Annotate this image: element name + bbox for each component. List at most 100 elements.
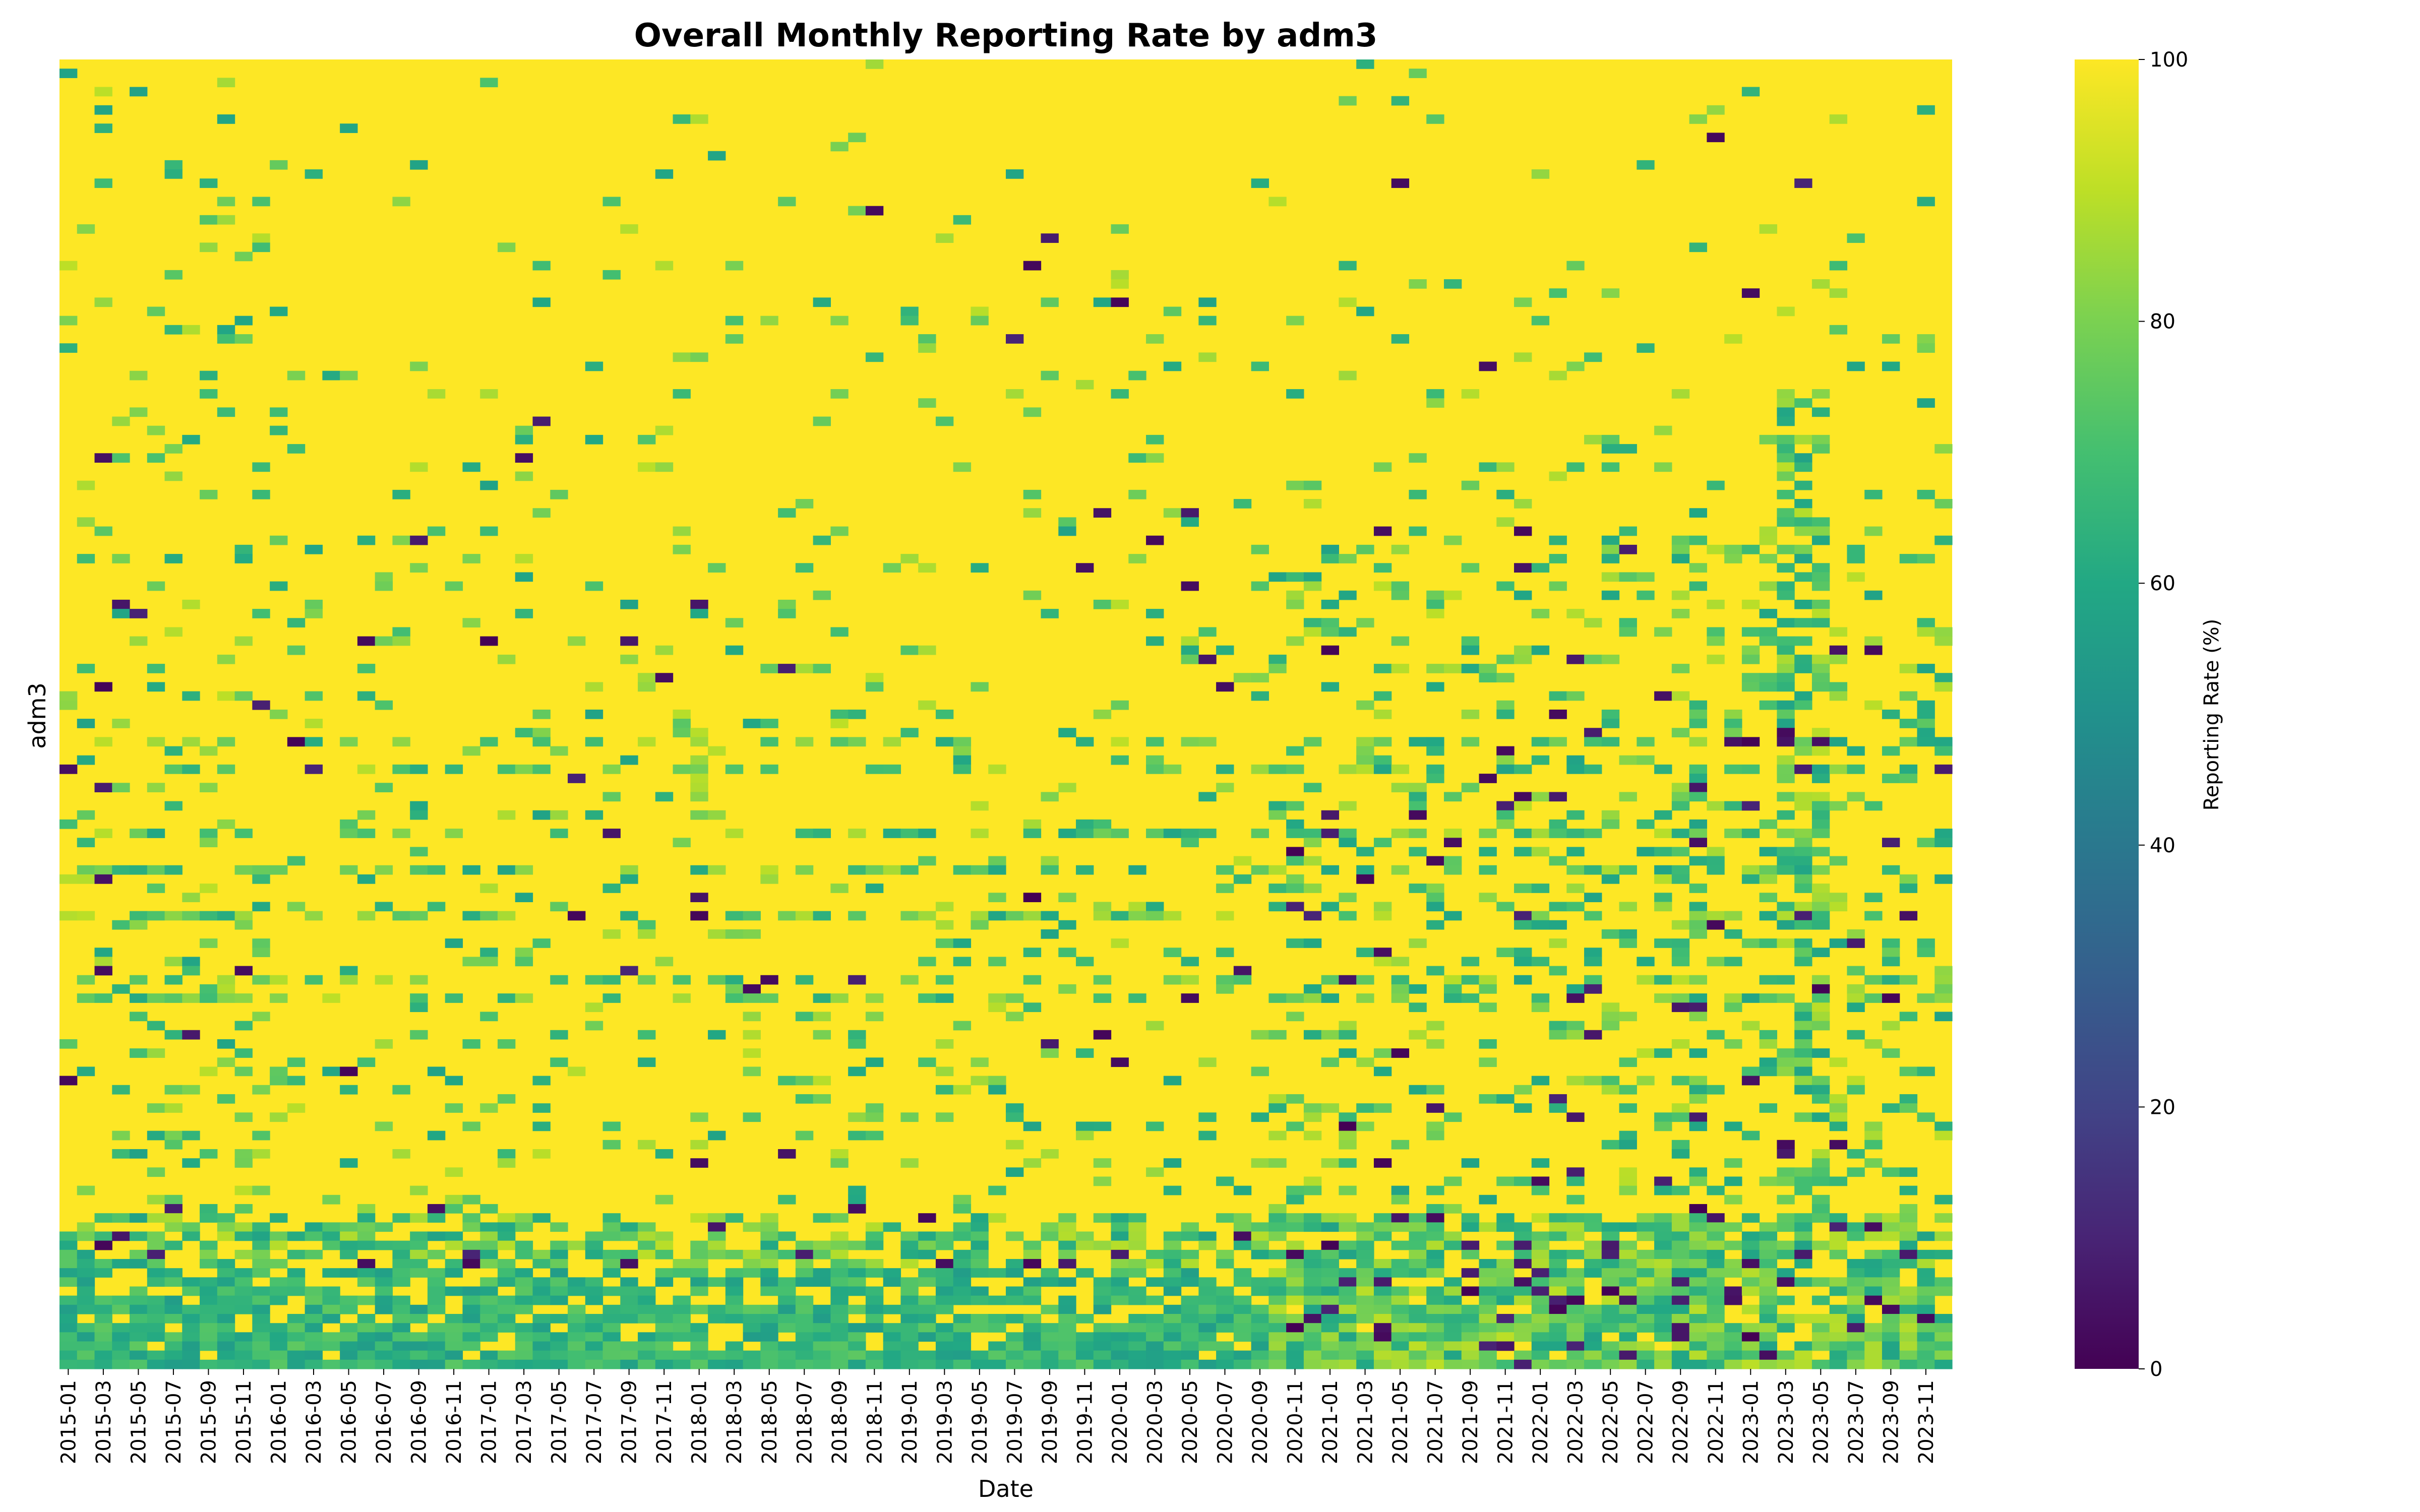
heatmap-cell: [252, 1222, 270, 1232]
heatmap-cell: [1216, 1350, 1234, 1360]
heatmap-cell: [1461, 480, 1480, 490]
heatmap-cell: [1811, 517, 1830, 527]
heatmap-cell: [1864, 1341, 1883, 1351]
heatmap-cell: [532, 1277, 551, 1287]
heatmap-cell: [1864, 1277, 1883, 1287]
heatmap-cell: [848, 1240, 866, 1250]
heatmap-cell: [1181, 1341, 1199, 1351]
heatmap-cell: [1777, 1313, 1795, 1324]
heatmap-cell: [1899, 1094, 1918, 1104]
heatmap-cell: [1899, 1204, 1918, 1214]
heatmap-cell: [1409, 1030, 1427, 1040]
heatmap-cell: [1479, 893, 1497, 903]
heatmap-cell: [602, 1341, 621, 1351]
heatmap-cell: [480, 1359, 498, 1369]
heatmap-cell: [1759, 1240, 1778, 1250]
heatmap-cell: [1146, 1313, 1164, 1324]
heatmap-cell: [1321, 544, 1340, 554]
heatmap-cell: [59, 1277, 78, 1287]
heatmap-cell: [1741, 1249, 1760, 1259]
heatmap-cell: [1864, 1258, 1883, 1269]
heatmap-cell: [813, 1323, 831, 1333]
heatmap-cell: [445, 993, 463, 1003]
heatmap-cell: [1811, 993, 1830, 1003]
heatmap-cell: [1443, 1231, 1462, 1241]
heatmap-cell: [1759, 1350, 1778, 1360]
heatmap-cell: [1286, 1012, 1304, 1022]
heatmap-cell: [59, 1350, 78, 1360]
x-tick-label: 2017-11: [653, 1380, 676, 1464]
heatmap-cell: [1443, 1176, 1462, 1186]
heatmap-cell: [287, 1231, 306, 1241]
heatmap-cell: [1811, 1112, 1830, 1122]
heatmap-cell: [252, 938, 270, 948]
heatmap-cell: [1724, 1222, 1742, 1232]
heatmap-cell: [918, 1295, 936, 1305]
heatmap-cell: [130, 370, 148, 381]
heatmap-cell: [1303, 1185, 1322, 1195]
heatmap-cell: [1216, 1258, 1234, 1269]
heatmap-cell: [1268, 654, 1287, 664]
heatmap-cell: [725, 1350, 744, 1360]
heatmap-cell: [182, 1350, 200, 1360]
heatmap-cell: [971, 1323, 989, 1333]
heatmap-cell: [1479, 1304, 1497, 1314]
heatmap-cell: [1496, 673, 1515, 683]
x-tick-label: 2015-09: [197, 1380, 220, 1464]
heatmap-cell: [1181, 1222, 1199, 1232]
heatmap-cell: [1619, 1249, 1637, 1259]
heatmap-cell: [1654, 847, 1672, 857]
heatmap-cell: [585, 1359, 603, 1369]
heatmap-cell: [392, 829, 410, 838]
heatmap-cell: [287, 1268, 306, 1278]
heatmap-cell: [1216, 1213, 1234, 1223]
heatmap-cell: [1286, 1094, 1304, 1104]
heatmap-cell: [515, 425, 533, 435]
heatmap-cell: [340, 829, 358, 838]
heatmap-cell: [164, 957, 183, 967]
heatmap-cell: [848, 1341, 866, 1351]
heatmap-cell: [550, 975, 568, 985]
heatmap-cell: [865, 1012, 884, 1022]
heatmap-cell: [515, 1332, 533, 1342]
heatmap-cell: [690, 1286, 708, 1296]
heatmap-cell: [708, 1222, 726, 1232]
heatmap-cell: [1023, 819, 1042, 829]
heatmap-cell: [357, 1277, 376, 1287]
heatmap-cell: [1514, 764, 1532, 774]
heatmap-cell: [1216, 1323, 1234, 1333]
heatmap-cell: [550, 1332, 568, 1342]
heatmap-cell: [1601, 1304, 1620, 1314]
heatmap-cell: [357, 1350, 376, 1360]
heatmap-cell: [690, 783, 708, 793]
x-tick-label: 2016-03: [302, 1380, 326, 1464]
heatmap-cell: [1671, 1240, 1690, 1250]
heatmap-cell: [1759, 700, 1778, 710]
heatmap-cell: [1531, 645, 1550, 655]
heatmap-cell: [532, 1103, 551, 1113]
heatmap-cell: [1741, 801, 1760, 811]
heatmap-cell: [1637, 1249, 1655, 1259]
heatmap-cell: [1251, 691, 1269, 701]
heatmap-cell: [988, 1268, 1006, 1278]
heatmap-cell: [200, 984, 218, 994]
heatmap-cell: [1181, 737, 1199, 747]
heatmap-cell: [1216, 645, 1234, 655]
heatmap-cell: [147, 1258, 165, 1269]
heatmap-cell: [971, 920, 989, 930]
heatmap-cell: [1356, 865, 1374, 875]
heatmap-cell: [1391, 783, 1410, 793]
heatmap-cell: [1549, 792, 1567, 802]
heatmap-cell: [1829, 654, 1848, 664]
heatmap-cell: [1286, 1359, 1304, 1369]
heatmap-cell: [1514, 1277, 1532, 1287]
heatmap-cell: [918, 829, 936, 838]
heatmap-cell: [1041, 370, 1059, 381]
heatmap-cell: [322, 1268, 340, 1278]
heatmap-cell: [585, 361, 603, 371]
heatmap-cell: [1128, 554, 1146, 563]
heatmap-cell: [1619, 1277, 1637, 1287]
heatmap-cell: [270, 1231, 288, 1241]
heatmap-cell: [1373, 526, 1392, 536]
heatmap-cell: [1917, 554, 1935, 563]
